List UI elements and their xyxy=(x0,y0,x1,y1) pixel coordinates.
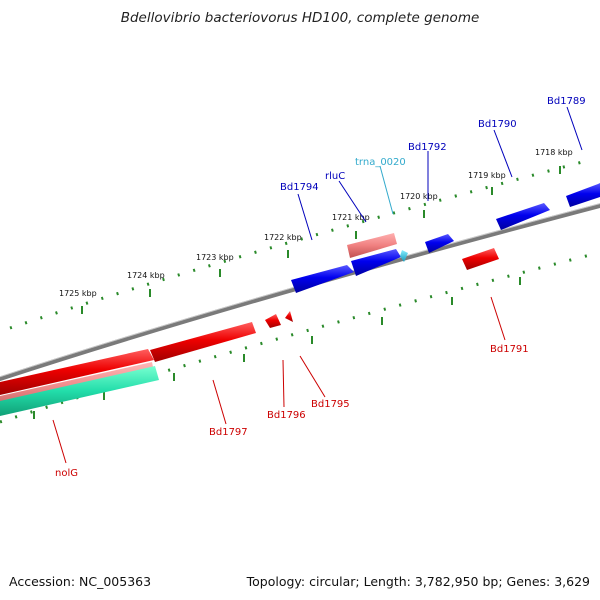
leader-bd1791 xyxy=(490,296,506,341)
label-bd1795: Bd1795 xyxy=(311,399,350,410)
gene-bd1794[interactable] xyxy=(291,265,354,293)
leader-bd1790 xyxy=(493,129,513,178)
ruler-label-1724: 1724 kbp xyxy=(127,271,165,280)
gene-trna-0020[interactable] xyxy=(400,250,408,262)
leader-rluc xyxy=(338,180,367,223)
ruler-label-1725: 1725 kbp xyxy=(59,289,97,298)
leader-nolg xyxy=(52,419,67,464)
ruler-label-1722: 1722 kbp xyxy=(264,233,302,242)
ruler-label-1723: 1723 kbp xyxy=(196,253,234,262)
ruler-label-1720: 1720 kbp xyxy=(400,192,438,201)
label-bd1791: Bd1791 xyxy=(490,344,529,355)
ruler-upper-major-ticks xyxy=(81,166,561,314)
gene-bd1791[interactable] xyxy=(462,248,499,270)
map-title: Bdellovibrio bacteriovorus HD100, comple… xyxy=(120,10,480,26)
label-trna-0020: trna_0020 xyxy=(355,157,406,168)
gene-pseudo-upper[interactable] xyxy=(347,233,397,258)
label-bd1797: Bd1797 xyxy=(209,427,248,438)
genome-backbone-highlight xyxy=(0,203,600,378)
genome-backbone xyxy=(0,203,600,382)
ruler-lower-major-ticks xyxy=(33,277,521,419)
leader-bd1795 xyxy=(299,355,326,398)
gene-bd1789[interactable] xyxy=(566,183,600,207)
gene-bd1790[interactable] xyxy=(496,203,550,230)
label-rluc: rluC xyxy=(325,171,345,182)
label-bd1792: Bd1792 xyxy=(408,142,447,153)
leader-bd1789 xyxy=(566,106,583,151)
topology-text: Topology: circular; Length: 3,782,950 bp… xyxy=(246,574,590,589)
gene-nolg[interactable] xyxy=(0,366,159,416)
ruler-label-1719: 1719 kbp xyxy=(468,171,506,180)
gene-bd1797[interactable] xyxy=(150,322,256,362)
gene-bd1796[interactable] xyxy=(265,314,281,328)
leader-bd1796 xyxy=(282,359,285,408)
gene-bd1795[interactable] xyxy=(285,311,293,322)
label-bd1796: Bd1796 xyxy=(267,410,306,421)
label-bd1790: Bd1790 xyxy=(478,119,517,130)
ruler-label-1718: 1718 kbp xyxy=(535,148,573,157)
gene-bd1792[interactable] xyxy=(425,234,454,253)
leader-bd1797 xyxy=(212,379,227,425)
label-bd1794: Bd1794 xyxy=(280,182,319,193)
ruler-label-1721: 1721 kbp xyxy=(332,213,370,222)
label-bd1789: Bd1789 xyxy=(547,96,586,107)
leader-bd1794 xyxy=(297,193,313,241)
gene-rluc[interactable] xyxy=(351,249,401,276)
leader-trna-0020 xyxy=(379,165,394,215)
accession-text: Accession: NC_005363 xyxy=(9,574,152,589)
label-nolg: nolG xyxy=(55,468,78,479)
gene-red-left[interactable] xyxy=(0,349,154,395)
